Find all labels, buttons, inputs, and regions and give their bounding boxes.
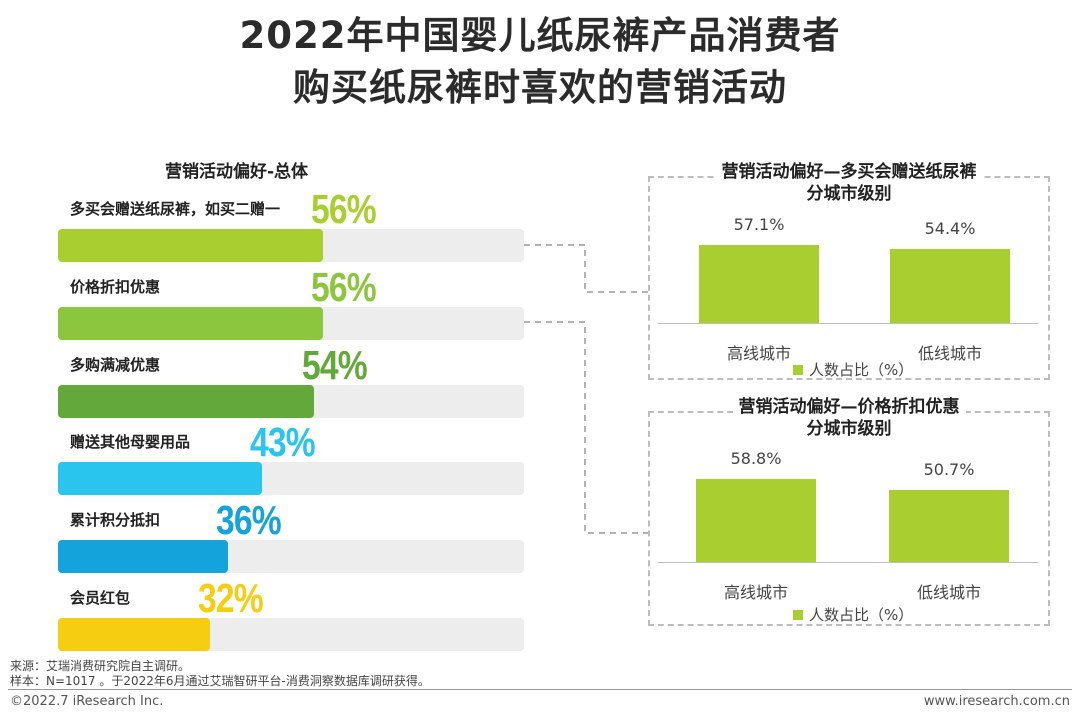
footer-divider (8, 689, 1072, 690)
city-panel-discount-title-line1: 营销活动偏好—价格折扣优惠 (732, 397, 966, 417)
bar-value-label-4: 36% (216, 497, 282, 544)
bar-4 (58, 540, 229, 574)
bar-value-label-2: 54% (301, 341, 368, 388)
city-panel-gift-title: 营销活动偏好—多买会赠送纸尿裤 分城市级别 (648, 161, 1050, 205)
source-note: 来源：艾瑞消费研究院自主调研。 (10, 659, 191, 673)
x-axis (658, 323, 1038, 324)
bar-0 (58, 229, 324, 262)
category-label-1: 低线城市 (916, 583, 981, 602)
city-panel-gift-title-line2: 分城市级别 (800, 184, 898, 204)
city-panel-gift-title-line1: 营销活动偏好—多买会赠送纸尿裤 (715, 162, 983, 182)
column-0 (699, 245, 819, 323)
connector-1 (524, 244, 648, 293)
bar-value-label-5: 32% (197, 575, 264, 621)
column-value-label-1: 50.7% (923, 460, 975, 480)
column-1 (890, 248, 1010, 323)
x-axis (658, 562, 1038, 563)
page-title-line1: 2022年中国婴儿纸尿裤产品消费者 (239, 14, 841, 57)
bar-value-label-1: 56% (311, 263, 377, 310)
column-value-label-0: 58.8% (730, 448, 782, 468)
bar-5 (58, 618, 210, 651)
copyright: ©2022.7 iResearch Inc. (10, 694, 164, 709)
bar-label-2: 多购满减优惠 (70, 355, 161, 374)
city-panel-discount-title-line2: 分城市级别 (800, 419, 898, 439)
bar-1 (58, 306, 324, 340)
overall-chart-title: 营销活动偏好-总体 (165, 162, 309, 182)
city-discount-legend: 人数占比（%） (793, 604, 913, 625)
legend-swatch (793, 365, 803, 375)
bar-label-5: 会员红包 (70, 589, 131, 607)
bar-label-1: 价格折扣优惠 (70, 277, 161, 296)
column-0 (696, 478, 816, 562)
city-gift-legend-label: 人数占比（%） (809, 361, 914, 379)
column-1 (889, 490, 1009, 562)
bar-label-0: 多买会赠送纸尿裤，如买二赠一 (70, 200, 281, 218)
page-title-line2: 购买纸尿裤时喜欢的营销活动 (293, 66, 787, 109)
bar-value-label-3: 43% (249, 419, 316, 466)
bar-label-4: 累计积分抵扣 (70, 511, 161, 530)
website-link[interactable]: www.iresearch.com.cn (923, 694, 1070, 709)
category-label-0: 高线城市 (723, 583, 788, 602)
category-label-0: 高线城市 (726, 344, 791, 363)
category-label-1: 低线城市 (917, 344, 982, 363)
bar-value-label-0: 56% (311, 186, 377, 232)
city-discount-legend-label: 人数占比（%） (809, 606, 914, 624)
legend-swatch (793, 610, 803, 620)
bar-2 (58, 384, 314, 418)
city-gift-legend: 人数占比（%） (793, 359, 913, 380)
sample-note: 样本：N=1017 。于2022年6月通过艾瑞智研平台-消费洞察数据库调研获得。 (10, 674, 430, 688)
bar-3 (58, 462, 262, 496)
column-value-label-1: 54.4% (924, 218, 976, 238)
bar-label-3: 赠送其他母婴用品 (70, 433, 191, 452)
connector-2 (524, 321, 648, 534)
city-panel-discount-title: 营销活动偏好—价格折扣优惠 分城市级别 (648, 396, 1050, 440)
column-value-label-0: 57.1% (733, 215, 785, 235)
